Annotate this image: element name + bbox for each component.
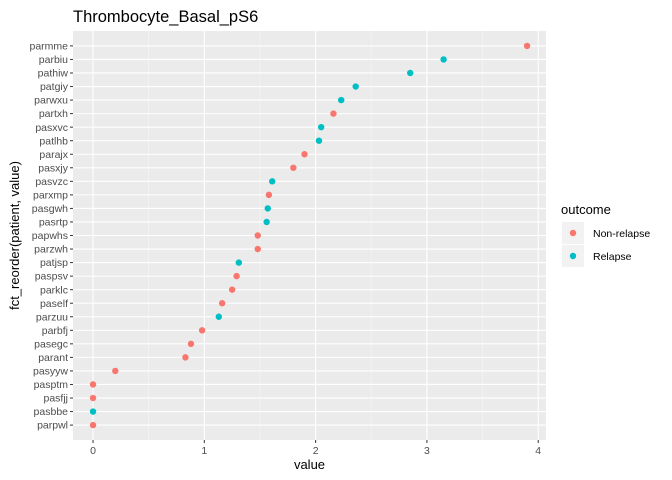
y-tick-label: parant (38, 352, 68, 364)
data-point (254, 245, 261, 253)
data-point (265, 191, 273, 199)
data-point (89, 394, 97, 402)
data-point (235, 259, 243, 266)
x-tick-label: 1 (201, 445, 207, 457)
data-point (254, 232, 261, 239)
data-point (182, 354, 189, 361)
y-tick-label: parzwh (34, 244, 68, 256)
data-points (89, 42, 531, 429)
y-tick-label: pasfjj (43, 393, 68, 405)
data-point (290, 164, 297, 171)
y-tick-label: pasptm (34, 379, 69, 391)
y-tick-label: parbfj (42, 325, 68, 337)
x-tick-label: 3 (424, 445, 430, 457)
legend-label: Non-relapse (593, 228, 650, 240)
y-tick-label: pasbbe (34, 406, 69, 418)
data-point (330, 110, 337, 117)
y-tick-label: pasvzc (35, 176, 68, 188)
y-axis-title: fct_reorder(patient, value) (7, 161, 22, 310)
y-tick-label: parklc (40, 284, 68, 296)
y-tick-label: pasxvc (35, 122, 68, 134)
x-tick-label: 4 (535, 445, 541, 457)
y-tick-label: parwxu (34, 95, 68, 107)
legend-label: Relapse (593, 251, 632, 263)
x-tick-label: 2 (313, 445, 319, 457)
legend-swatch (569, 229, 577, 237)
y-tick-label: pasgwh (32, 203, 68, 215)
y-tick-label: paspsv (35, 271, 69, 283)
legend-title: outcome (561, 202, 611, 217)
x-tick-label: 0 (90, 445, 96, 457)
data-point (338, 96, 345, 104)
y-tick-label: pathiw (38, 68, 69, 80)
y-tick-label: patjsp (40, 257, 68, 269)
data-point (440, 56, 447, 63)
data-point (317, 123, 325, 131)
y-tick-label: pasrtp (39, 217, 68, 229)
y-tick-label: patgiy (40, 81, 69, 93)
legend: outcome Non-relapse Relapse (561, 202, 650, 267)
data-point (407, 69, 414, 77)
y-tick-label: paself (40, 298, 68, 310)
data-point (89, 408, 97, 415)
chart-title: Thrombocyte_Basal_pS6 (73, 8, 258, 26)
grid-lines (73, 31, 546, 440)
y-tick-label: parajx (39, 149, 68, 161)
data-point (233, 272, 240, 280)
y-tick-label: patlhb (39, 135, 68, 147)
y-tick-label: papwhs (32, 230, 68, 242)
data-point (315, 137, 323, 144)
data-point (228, 286, 236, 293)
y-tick-label: parxmp (33, 189, 68, 201)
data-point (89, 421, 97, 429)
data-point (215, 313, 222, 320)
x-tick-labels: 0 1 2 3 4 (90, 440, 541, 457)
y-tick-label: parbiu (39, 54, 68, 66)
data-point (352, 83, 359, 90)
y-tick-label: partxh (39, 108, 68, 120)
y-tick-label: parmme (29, 40, 68, 52)
data-point (112, 367, 119, 375)
data-point (263, 218, 270, 226)
y-tick-label: pasegc (34, 338, 68, 350)
x-axis-title: value (294, 457, 325, 472)
data-point (264, 205, 271, 212)
data-point (198, 327, 206, 334)
y-tick-label: pasyyw (33, 366, 68, 378)
y-tick-label: parzuu (36, 311, 68, 323)
data-point (523, 42, 531, 50)
data-point (89, 381, 97, 388)
data-point (187, 340, 195, 348)
legend-swatch (569, 252, 577, 260)
y-tick-label: parpwl (37, 420, 68, 432)
data-point (269, 178, 276, 185)
data-point (301, 151, 308, 158)
y-tick-label: pasxjy (38, 162, 69, 174)
data-point (218, 300, 226, 307)
